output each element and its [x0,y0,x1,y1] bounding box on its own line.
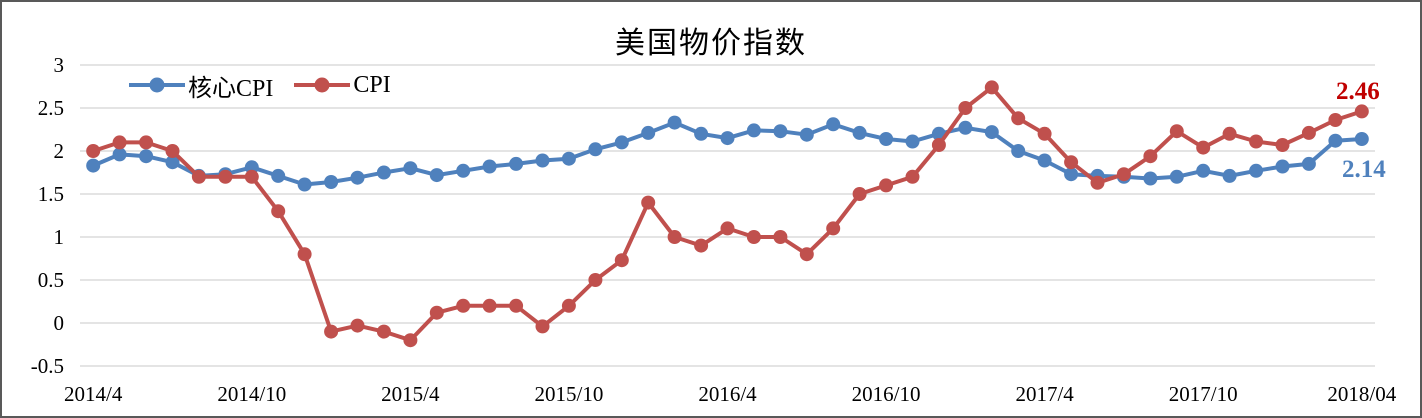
svg-text:2.5: 2.5 [38,96,64,120]
legend-item-cpi: CPI [293,71,391,99]
svg-text:2017/4: 2017/4 [1015,382,1074,406]
svg-text:0: 0 [54,311,65,335]
svg-text:1.5: 1.5 [38,182,64,206]
legend: 核心CPI CPI [128,68,391,102]
core-cpi-line-marker-icon [129,77,185,93]
svg-text:3: 3 [54,53,65,77]
core-cpi-end-value-label: 2.14 [1342,156,1386,183]
svg-text:2017/10: 2017/10 [1169,382,1238,406]
legend-label-cpi: CPI [353,71,391,98]
chart-title: 美国物价指数 [615,27,807,60]
svg-text:1: 1 [54,225,65,249]
svg-text:2018/04: 2018/04 [1327,382,1396,406]
svg-text:2016/10: 2016/10 [852,382,921,406]
svg-text:2: 2 [54,139,65,163]
svg-text:2016/4: 2016/4 [698,382,757,406]
cpi-end-value-label: 2.46 [1336,78,1380,105]
svg-text:2014/4: 2014/4 [64,382,123,406]
svg-text:-0.5: -0.5 [31,354,64,378]
svg-text:2015/4: 2015/4 [381,382,440,406]
svg-text:0.5: 0.5 [38,268,64,292]
svg-text:2014/10: 2014/10 [217,382,286,406]
svg-text:2015/10: 2015/10 [535,382,604,406]
cpi-line-marker-icon [294,77,351,93]
legend-label-core-cpi: 核心CPI [188,75,274,102]
legend-item-core-cpi: 核心CPI [128,68,273,103]
